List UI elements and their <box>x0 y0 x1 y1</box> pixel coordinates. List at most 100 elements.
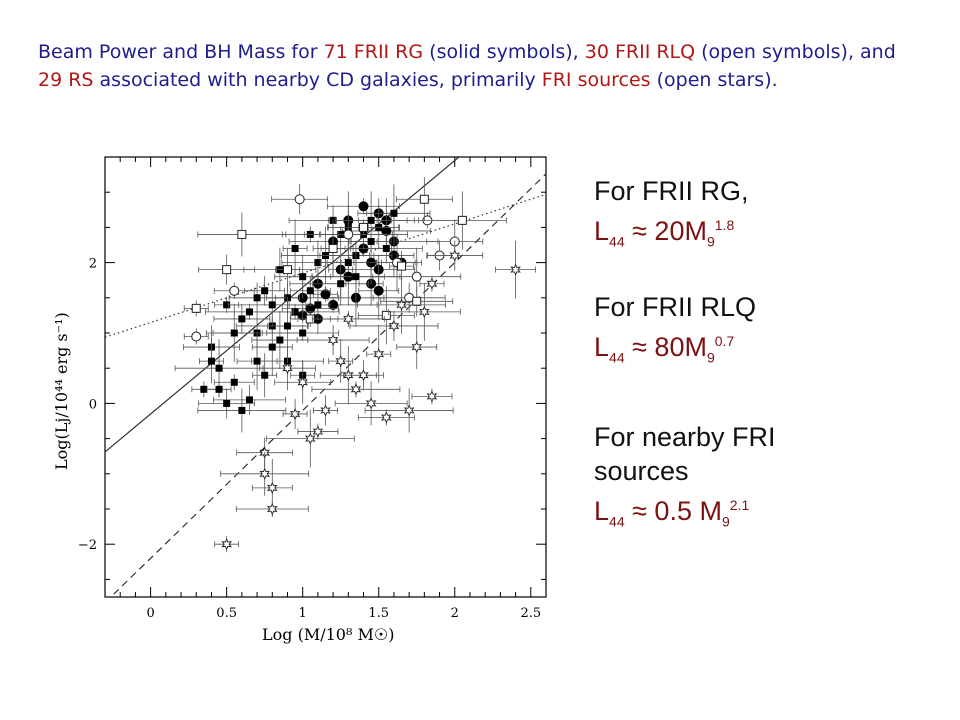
eq-sub: 44 <box>609 349 625 366</box>
panel-equation: L44 ≈ 20M91.8 <box>594 208 934 258</box>
caption-highlight: 29 RS <box>38 69 94 91</box>
plot-frame <box>104 156 547 598</box>
x-tick-label: 0 <box>146 606 154 621</box>
data-point-filled-square <box>200 385 208 393</box>
eq-mid: ≈ 0.5 M <box>624 496 722 526</box>
data-point-filled-square <box>253 357 261 365</box>
tick-labels: 0 0.5 1 1.5 2 2.5 −2 0 2 <box>78 257 541 621</box>
data-point-open-star <box>449 249 461 262</box>
caption-part: associated with nearby CD galaxies, prim… <box>93 69 542 91</box>
data-point-open-star <box>259 467 270 480</box>
eq-sup: 0.7 <box>714 333 735 349</box>
data-point-open-star <box>373 347 385 361</box>
data-point-filled-square <box>337 280 345 288</box>
fit-lines <box>105 157 546 597</box>
data-point-filled-square <box>367 237 375 245</box>
data-point-open-square <box>381 310 391 320</box>
caption-part: (open symbols), and <box>695 41 896 63</box>
data-point-filled-square <box>261 287 269 295</box>
caption-part: Beam Power and BH Mass for <box>38 41 324 63</box>
data-point-open-star <box>388 319 400 333</box>
data-point-open-square <box>328 244 338 254</box>
data-point-filled-square <box>268 343 276 351</box>
data-point-open-star <box>305 432 316 445</box>
eq-base: L <box>594 216 610 246</box>
data-point-open-star <box>297 376 308 389</box>
data-point-open-circle <box>294 194 305 205</box>
data-point-filled-circle <box>320 289 331 300</box>
data-point-open-square <box>282 265 292 275</box>
data-point-filled-square <box>245 396 253 404</box>
data-point-filled-square <box>276 336 284 344</box>
eq-base: L <box>594 332 610 362</box>
eq-sub: 44 <box>609 233 625 250</box>
data-point-open-circle <box>229 285 240 296</box>
data-point-filled-square <box>299 273 307 281</box>
caption-part: (open stars). <box>650 69 778 91</box>
data-point-open-square <box>457 215 467 225</box>
y-tick-label: 0 <box>89 397 97 412</box>
eq-sub2: 9 <box>706 233 715 250</box>
data-point-open-star <box>411 340 423 354</box>
data-point-filled-square <box>314 259 322 267</box>
data-point-open-square <box>412 296 422 306</box>
data-point-filled-square <box>238 406 246 414</box>
data-point-open-square <box>237 229 247 239</box>
x-tick-label: 2.5 <box>520 606 541 621</box>
data-point-open-star <box>396 298 407 311</box>
panel-equation: L44 ≈ 0.5 M92.1 <box>594 488 844 538</box>
data-point-filled-square <box>314 301 322 309</box>
data-point-open-circle <box>411 271 422 282</box>
data-point-open-star <box>350 383 362 396</box>
data-points <box>174 177 536 553</box>
caption-highlight: 30 FRII RLQ <box>584 41 696 63</box>
data-point-filled-circle <box>305 303 316 314</box>
data-point-open-square <box>419 194 429 204</box>
data-point-filled-square <box>344 259 352 267</box>
data-point-open-star <box>282 362 293 375</box>
x-axis-label: Log (M/10⁸ M☉) <box>262 625 394 644</box>
data-point-open-square <box>397 261 407 271</box>
data-point-filled-square <box>299 329 307 337</box>
equation-panel-fri: For nearby FRI sources L44 ≈ 0.5 M92.1 <box>594 420 844 538</box>
data-point-open-star <box>289 407 301 421</box>
data-point-filled-square <box>215 364 223 372</box>
data-point-filled-square <box>215 385 223 393</box>
data-point-filled-square <box>306 287 314 295</box>
data-point-open-star <box>327 333 339 347</box>
data-point-open-star <box>426 390 438 403</box>
data-point-filled-square <box>382 245 390 253</box>
data-point-filled-square <box>245 308 253 316</box>
data-point-open-star <box>221 538 232 551</box>
data-point-open-star <box>335 355 346 368</box>
caption-highlight: FRI sources <box>541 69 651 91</box>
data-point-filled-square <box>223 399 231 407</box>
panel-heading: For FRII RG, <box>594 176 749 206</box>
data-point-filled-square <box>207 357 215 365</box>
eq-mid: ≈ 20M <box>624 216 707 246</box>
data-point-open-star <box>510 263 521 276</box>
data-point-open-star <box>358 369 369 382</box>
data-point-filled-circle <box>381 225 392 236</box>
panel-heading: For FRII RLQ <box>594 292 757 322</box>
data-point-filled-square <box>223 301 231 309</box>
data-point-filled-square <box>261 371 269 379</box>
data-point-open-square <box>222 265 232 275</box>
data-point-filled-square <box>352 273 360 281</box>
data-point-filled-circle <box>373 285 384 296</box>
data-point-filled-square <box>291 308 299 316</box>
data-point-filled-square <box>291 245 299 253</box>
data-point-filled-circle <box>358 201 369 212</box>
data-point-open-star <box>266 502 278 516</box>
caption-part: (solid symbols), <box>423 41 585 63</box>
data-point-open-square <box>191 303 201 313</box>
data-point-open-star <box>312 425 324 438</box>
eq-mid: ≈ 80M <box>624 332 707 362</box>
data-point-open-square <box>359 222 369 232</box>
data-point-open-star <box>419 305 430 319</box>
data-point-open-star <box>320 404 331 417</box>
data-point-open-circle <box>343 229 354 240</box>
axis-ticks <box>105 156 546 597</box>
eq-sub2: 9 <box>706 349 715 366</box>
